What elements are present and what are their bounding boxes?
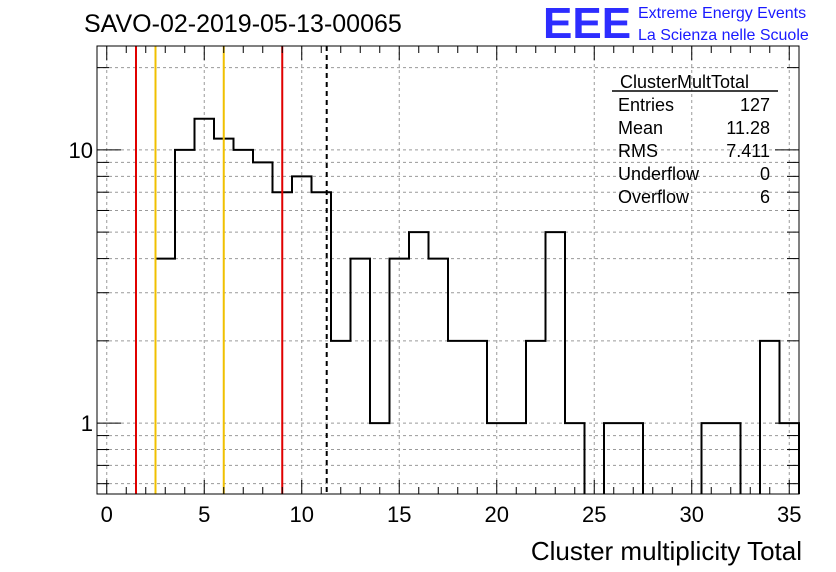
axis-ticks: 0 5 10 15 20 25 30 35 1 10 (69, 46, 801, 527)
histogram-bin (448, 341, 468, 494)
x-tick-label: 20 (485, 502, 509, 527)
histogram-bin (234, 150, 254, 494)
histogram-title: SAVO-02-2019-05-13-00065 (84, 10, 402, 38)
x-axis-label: Cluster multiplicity Total (531, 536, 802, 566)
histogram-bin (351, 259, 371, 494)
x-tick-label: 0 (101, 502, 113, 527)
histogram-bin (546, 232, 566, 494)
stats-row-label: RMS (618, 141, 658, 161)
histogram-bin (175, 150, 195, 494)
stats-box: ClusterMultTotal Entries 127 Mean 11.28 RMS 7… (612, 72, 778, 207)
histogram-bin (468, 341, 488, 494)
stats-name: ClusterMultTotal (620, 72, 749, 92)
x-tick-label: 30 (680, 502, 704, 527)
x-tick-label: 35 (777, 502, 801, 527)
stats-row-value: 7.411 (726, 141, 770, 161)
histogram-bin (253, 162, 273, 494)
x-tick-label: 15 (387, 502, 411, 527)
logo-line-2: La Scienza nelle Scuole (638, 27, 809, 44)
eee-logo: EEE (543, 0, 631, 48)
stats-row-value: 127 (740, 95, 770, 115)
x-tick-label: 10 (290, 502, 314, 527)
x-tick-label: 25 (582, 502, 606, 527)
stats-row-label: Mean (618, 118, 663, 138)
histogram-outline (154, 117, 800, 494)
stats-row-label: Overflow (618, 187, 690, 207)
histogram-bin (331, 341, 351, 494)
histogram-bars (154, 117, 800, 494)
histogram-bin (156, 259, 176, 494)
stats-row-value: 11.28 (726, 118, 770, 138)
y-tick-label: 10 (69, 138, 93, 163)
y-tick-label: 1 (81, 411, 93, 436)
stats-row-value: 0 (760, 164, 770, 184)
histogram-bin (429, 259, 449, 494)
histogram-bin (312, 192, 332, 494)
logo-line-1: Extreme Energy Events (638, 5, 806, 22)
histogram-bin (409, 232, 429, 494)
histogram-bin (526, 341, 546, 494)
stats-row-label: Underflow (618, 164, 700, 184)
histogram-bin (760, 341, 780, 494)
x-tick-label: 5 (198, 502, 210, 527)
marker-lines (135, 46, 328, 494)
stats-row-value: 6 (760, 187, 770, 207)
plot-frame (96, 45, 800, 495)
stats-row-label: Entries (618, 95, 674, 115)
